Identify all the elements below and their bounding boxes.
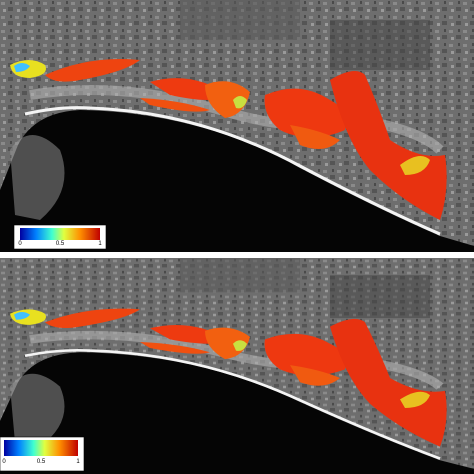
colorbar-tick-label: 0.5 [56,241,65,247]
colorbar-tick-label: 0 [2,459,6,465]
colorbar-gradient [4,440,78,456]
top-panel [0,0,474,252]
colorbar-tick-label: 1 [98,241,102,247]
colorbar: 0 0.5 1 [0,436,85,472]
colorbar-tick-label: 0.5 [37,459,46,465]
colorbar-tick-label: 0 [18,241,22,247]
colorbar-gradient [20,228,100,240]
colorbar-tick-label: 1 [76,459,80,465]
colorbar: 0 0.5 1 [13,224,107,250]
